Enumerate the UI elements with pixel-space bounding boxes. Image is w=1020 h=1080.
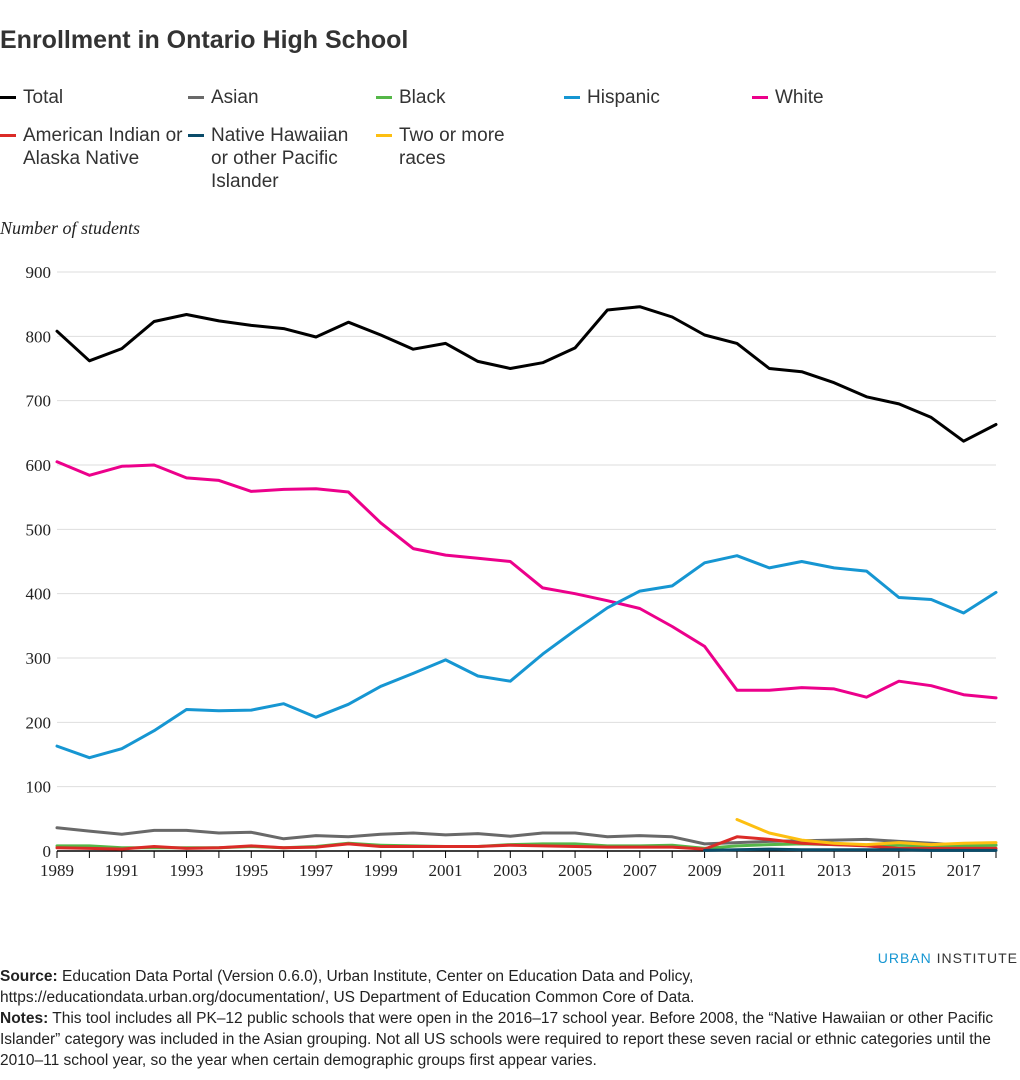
x-tick-label: 1997 xyxy=(299,861,334,880)
legend-swatch-black xyxy=(376,96,392,99)
series-line-hispanic xyxy=(55,554,998,760)
legend-swatch-two-or-more xyxy=(376,134,392,137)
x-tick-label: 1995 xyxy=(234,861,268,880)
line-chart: 0 100 200 300 400 500 600 700 800 900 1989 1991 1993… xyxy=(26,263,998,880)
x-tick-label: 2005 xyxy=(558,861,592,880)
legend-label: Black xyxy=(399,87,446,108)
source-text: Education Data Portal (Version 0.6.0), U… xyxy=(0,968,695,1006)
y-tick-label: 700 xyxy=(26,392,52,411)
series-line-asian xyxy=(55,826,998,847)
legend-label: American Indian or Alaska Native xyxy=(23,125,183,169)
series-line-white xyxy=(55,460,998,700)
legend-label: Native Hawaiian or other Pacific Islande… xyxy=(211,125,349,192)
x-tick-label: 2009 xyxy=(688,861,722,880)
x-tick-label: 2007 xyxy=(623,861,658,880)
y-tick-label: 600 xyxy=(26,456,52,475)
legend-label: Total xyxy=(23,87,64,108)
legend-label: Asian xyxy=(211,87,259,108)
legend-swatch-native-hawaiian xyxy=(188,134,204,137)
x-tick-label: 2013 xyxy=(817,861,851,880)
legend-swatch-total xyxy=(0,96,16,99)
legend-label: White xyxy=(775,87,824,108)
brand-logo: URBAN INSTITUTE xyxy=(878,950,1018,966)
notes-label: Notes: xyxy=(0,1010,49,1027)
series-line-two-or-more-races xyxy=(735,818,998,847)
footnotes: Source: Education Data Portal (Version 0… xyxy=(0,966,1018,1071)
x-tick-label: 2003 xyxy=(493,861,527,880)
y-tick-label: 0 xyxy=(43,842,52,861)
series-line-total xyxy=(55,305,998,443)
legend-swatch-hispanic xyxy=(564,96,580,99)
y-tick-label: 400 xyxy=(26,585,52,604)
brand-urban: URBAN xyxy=(877,950,932,966)
x-tick-label: 1993 xyxy=(170,861,204,880)
y-tick-label: 300 xyxy=(26,649,52,668)
legend-swatch-white xyxy=(752,96,768,99)
x-tick-label: 1989 xyxy=(40,861,74,880)
x-tick-label: 1991 xyxy=(105,861,139,880)
y-tick-label: 200 xyxy=(26,713,52,732)
x-tick-label: 1999 xyxy=(364,861,398,880)
brand-institute: INSTITUTE xyxy=(936,950,1018,966)
y-tick-label: 500 xyxy=(26,520,52,539)
y-tick-label: 800 xyxy=(26,327,52,346)
y-axis-label: Number of students xyxy=(0,218,141,238)
legend-swatch-asian xyxy=(188,96,204,99)
legend-swatch-american-indian xyxy=(0,134,16,137)
y-tick-label: 900 xyxy=(26,263,52,282)
y-tick-label: 100 xyxy=(26,778,52,797)
chart-title: Enrollment in Ontario High School xyxy=(0,26,409,54)
legend-label: Two or more races xyxy=(399,125,505,169)
legend-label: Hispanic xyxy=(587,87,660,108)
source-label: Source: xyxy=(0,968,58,985)
source-note: Source: Education Data Portal (Version 0… xyxy=(0,966,1018,1008)
series-line-native-hawaiian-or-other-pacific-islander xyxy=(703,847,998,852)
x-tick-label: 2015 xyxy=(882,861,916,880)
x-tick-label: 2011 xyxy=(753,861,786,880)
x-tick-label: 2001 xyxy=(429,861,463,880)
notes-note: Notes: This tool includes all PK–12 publ… xyxy=(0,1008,1018,1071)
notes-text: This tool includes all PK–12 public scho… xyxy=(0,1010,994,1069)
x-tick-label: 2017 xyxy=(947,861,982,880)
